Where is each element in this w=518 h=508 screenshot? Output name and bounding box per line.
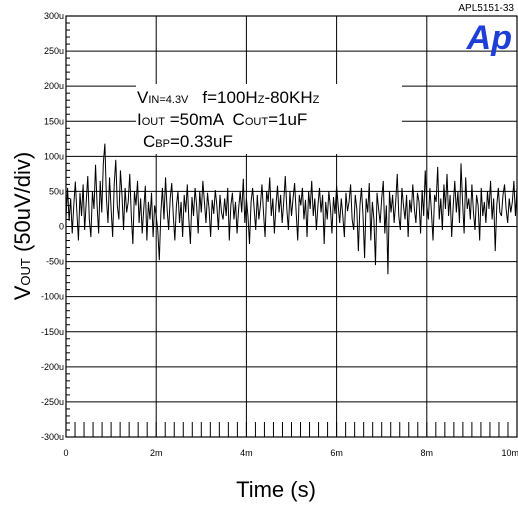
y-tick-labels: 300u 250u 200u 150u 100u 50u 0 -50u -100u -150u -2… bbox=[41, 11, 64, 442]
y-tick-label: -100u bbox=[41, 292, 64, 302]
x-tick-label: 10m bbox=[501, 448, 518, 458]
y-tick-label: 300u bbox=[44, 11, 64, 21]
x-axis-title: Time (s) bbox=[236, 477, 316, 502]
y-tick-label: 150u bbox=[44, 116, 64, 126]
y-tick-label: 100u bbox=[44, 151, 64, 161]
x-tick-label: 2m bbox=[150, 448, 163, 458]
x-tick-labels: 0 2m 4m 6m 8m 10m bbox=[63, 448, 518, 458]
y-tick-label: 0 bbox=[59, 222, 64, 232]
y-axis-title: VOUT (50uV/div) bbox=[10, 152, 35, 301]
annotation-iout-sub: OUT bbox=[142, 116, 166, 128]
annotation-freq-end: -80KH bbox=[264, 88, 312, 107]
x-tick-label: 8m bbox=[421, 448, 434, 458]
y-tick-label: -50u bbox=[46, 257, 64, 267]
annotation-freq-start: f=100H bbox=[202, 88, 257, 107]
y-tick-label: 200u bbox=[44, 81, 64, 91]
annotation-cbp-symbol: C bbox=[143, 132, 155, 151]
annotation-line-iout-cout: IOUT =50mA COUT=1uF bbox=[137, 110, 307, 129]
y-axis-title-rest: (50uV/div) bbox=[10, 152, 35, 258]
y-tick-label: 250u bbox=[44, 46, 64, 56]
document-id: APL5151-33 bbox=[458, 3, 514, 14]
x-tick-label: 0 bbox=[63, 448, 68, 458]
annotation-vin-symbol: V bbox=[137, 88, 149, 107]
y-axis-title-sub: OUT bbox=[18, 258, 33, 286]
annotation-vin-sub: IN=4.3V bbox=[148, 94, 189, 106]
annotation-iout-value: =50mA C bbox=[165, 110, 245, 129]
annotation-background bbox=[136, 84, 402, 154]
anpec-logo: Ap bbox=[466, 19, 512, 57]
minor-ticks bbox=[66, 22, 509, 437]
y-tick-label: -300u bbox=[41, 432, 64, 442]
annotation-line-cbp: CBP=0.33uF bbox=[143, 132, 233, 151]
noise-series-line bbox=[65, 143, 518, 275]
y-tick-label: -250u bbox=[41, 397, 64, 407]
annotation-freq-sub-2: Z bbox=[313, 94, 320, 106]
y-tick-label: 50u bbox=[49, 186, 64, 196]
annotation-cout-value: =1uF bbox=[268, 110, 307, 129]
noise-trace bbox=[65, 143, 518, 275]
annotation-freq-sub-1: Z bbox=[258, 94, 265, 106]
y-tick-label: -150u bbox=[41, 327, 64, 337]
annotation-cout-sub: OUT bbox=[245, 116, 269, 128]
x-tick-label: 6m bbox=[330, 448, 343, 458]
x-tick-label: 4m bbox=[240, 448, 253, 458]
annotation-line-vin-freq: VIN=4.3V f=100HZ-80KHZ bbox=[137, 88, 320, 107]
annotation-cbp-sub: BP bbox=[155, 138, 170, 150]
annotation-cbp-value: =0.33uF bbox=[170, 132, 233, 151]
annotation-iout-symbol: I bbox=[137, 110, 142, 129]
y-tick-label: -200u bbox=[41, 362, 64, 372]
y-axis-title-main: V bbox=[10, 285, 35, 300]
